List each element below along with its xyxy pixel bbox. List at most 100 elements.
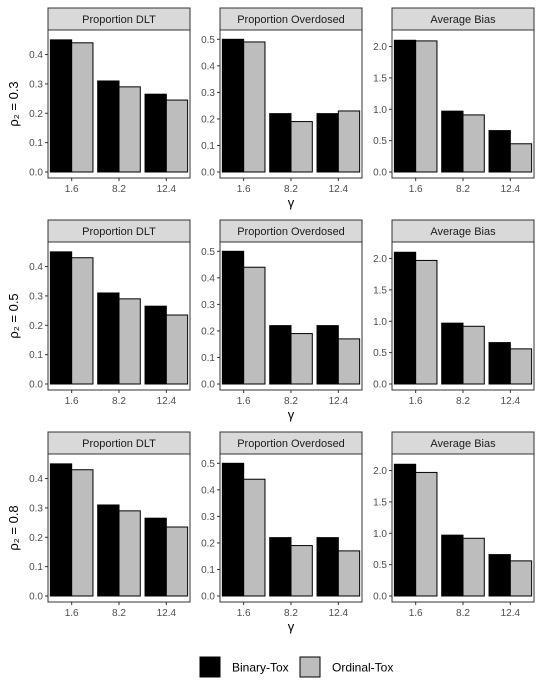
bar-binary-tox <box>269 113 292 173</box>
x-tick-label: 8.2 <box>284 184 298 195</box>
bar-binary-tox <box>49 251 73 385</box>
panel-border <box>391 29 535 179</box>
bar-ordinal-tox <box>243 478 266 597</box>
bar-binary-tox <box>488 342 511 385</box>
y-tick-label: 0.1 <box>201 141 215 152</box>
x-tick-label: 8.2 <box>112 396 126 407</box>
panel-border <box>47 241 191 391</box>
x-tick-label: 12.4 <box>501 608 521 619</box>
y-tick-label: 0.4 <box>29 474 43 485</box>
x-tick-label: 1.6 <box>237 396 251 407</box>
bar-ordinal-tox <box>165 526 189 597</box>
legend-label: Binary-Tox <box>232 661 289 675</box>
panel-title: Proportion Overdosed <box>237 226 345 238</box>
bar-ordinal-tox <box>71 42 94 173</box>
y-tick-label: 2.0 <box>373 42 387 53</box>
panel-0-0: Proportion DLT 0.0 0.1 0.2 0.3 0.4 1.6 8.2 12.4 <box>29 7 191 195</box>
bar-ordinal-tox <box>415 471 438 597</box>
legend-swatch-ordinal-tox <box>299 656 321 678</box>
panel-title: Proportion DLT <box>82 14 156 26</box>
bar-binary-tox <box>97 80 120 173</box>
x-axis-label: γ <box>288 407 295 422</box>
bar-binary-tox <box>269 537 292 597</box>
bar-ordinal-tox <box>415 259 438 385</box>
bar-binary-tox <box>49 463 73 597</box>
x-tick-label: 8.2 <box>456 184 470 195</box>
legend: Binary-Tox Ordinal-Tox <box>199 656 393 678</box>
y-tick-label: 0.3 <box>201 300 215 311</box>
x-tick-label: 1.6 <box>65 396 79 407</box>
y-tick-label: 0.0 <box>201 592 215 603</box>
panel-title: Average Bias <box>430 438 496 450</box>
y-tick-label: 0.5 <box>373 136 387 147</box>
x-tick-label: 1.6 <box>65 184 79 195</box>
y-tick-label: 0.3 <box>201 512 215 523</box>
bar-ordinal-tox <box>71 469 94 597</box>
panel-1-1: Proportion Overdosed 0.0 0.1 0.2 0.3 0.4 0.5 1.… <box>201 219 363 422</box>
y-tick-label: 0.3 <box>29 291 43 302</box>
bar-ordinal-tox <box>118 298 141 385</box>
x-tick-label: 8.2 <box>112 184 126 195</box>
bar-binary-tox <box>144 305 167 385</box>
bar-binary-tox <box>488 554 511 597</box>
x-tick-label: 12.4 <box>501 396 521 407</box>
y-tick-label: 2.0 <box>373 466 387 477</box>
row-label: ρ₂ = 0.8 <box>6 505 21 550</box>
y-tick-label: 0.1 <box>201 353 215 364</box>
x-tick-label: 1.6 <box>237 184 251 195</box>
bar-ordinal-tox <box>462 537 485 597</box>
y-tick-label: 1.0 <box>373 105 387 116</box>
y-tick-label: 0.0 <box>373 380 387 391</box>
panel-title: Proportion Overdosed <box>237 14 345 26</box>
y-tick-label: 0.2 <box>201 114 215 125</box>
y-tick-label: 0.5 <box>373 560 387 571</box>
bar-ordinal-tox <box>462 114 485 173</box>
y-tick-label: 0.0 <box>29 380 43 391</box>
bar-ordinal-tox <box>118 510 141 597</box>
legend-label: Ordinal-Tox <box>332 661 393 675</box>
x-axis-label: γ <box>288 195 295 210</box>
panel-border <box>391 453 535 603</box>
x-axis-label: γ <box>288 619 295 634</box>
y-tick-label: 0.4 <box>201 61 215 72</box>
y-tick-label: 1.0 <box>373 317 387 328</box>
panel-border <box>219 453 363 603</box>
x-tick-label: 8.2 <box>456 608 470 619</box>
x-tick-label: 1.6 <box>409 396 423 407</box>
bar-ordinal-tox <box>71 257 94 385</box>
bar-ordinal-tox <box>337 338 361 385</box>
x-tick-label: 12.4 <box>157 184 177 195</box>
panel-border <box>47 453 191 603</box>
y-tick-label: 0.0 <box>201 168 215 179</box>
y-tick-label: 0.0 <box>373 592 387 603</box>
bar-binary-tox <box>269 325 292 385</box>
y-tick-label: 0.4 <box>201 485 215 496</box>
x-tick-label: 12.4 <box>329 184 349 195</box>
x-tick-label: 12.4 <box>329 396 349 407</box>
x-tick-label: 12.4 <box>329 608 349 619</box>
y-tick-label: 0.2 <box>29 533 43 544</box>
bar-binary-tox <box>221 462 245 597</box>
y-tick-label: 0.5 <box>201 247 215 258</box>
bar-binary-tox <box>316 537 339 597</box>
y-tick-label: 0.2 <box>29 109 43 120</box>
panel-2-0: Proportion DLT 0.0 0.1 0.2 0.3 0.4 1.6 8.2 12.4 <box>29 431 191 619</box>
bar-binary-tox <box>393 251 417 385</box>
bar-ordinal-tox <box>415 40 438 173</box>
y-tick-label: 0.4 <box>201 273 215 284</box>
y-tick-label: 0.5 <box>373 348 387 359</box>
bar-binary-tox <box>393 463 417 597</box>
bar-binary-tox <box>221 250 245 385</box>
x-tick-label: 8.2 <box>456 396 470 407</box>
panel-border <box>219 29 363 179</box>
panel-title: Average Bias <box>430 226 496 238</box>
bar-binary-tox <box>144 93 167 173</box>
x-tick-label: 8.2 <box>284 396 298 407</box>
bar-ordinal-tox <box>509 143 533 173</box>
y-tick-label: 0.2 <box>29 321 43 332</box>
y-tick-label: 0.1 <box>201 565 215 576</box>
bar-ordinal-tox <box>165 314 189 385</box>
y-tick-label: 1.5 <box>373 73 387 84</box>
row-label: ρ₂ = 0.3 <box>6 81 21 126</box>
y-tick-label: 0.4 <box>29 262 43 273</box>
